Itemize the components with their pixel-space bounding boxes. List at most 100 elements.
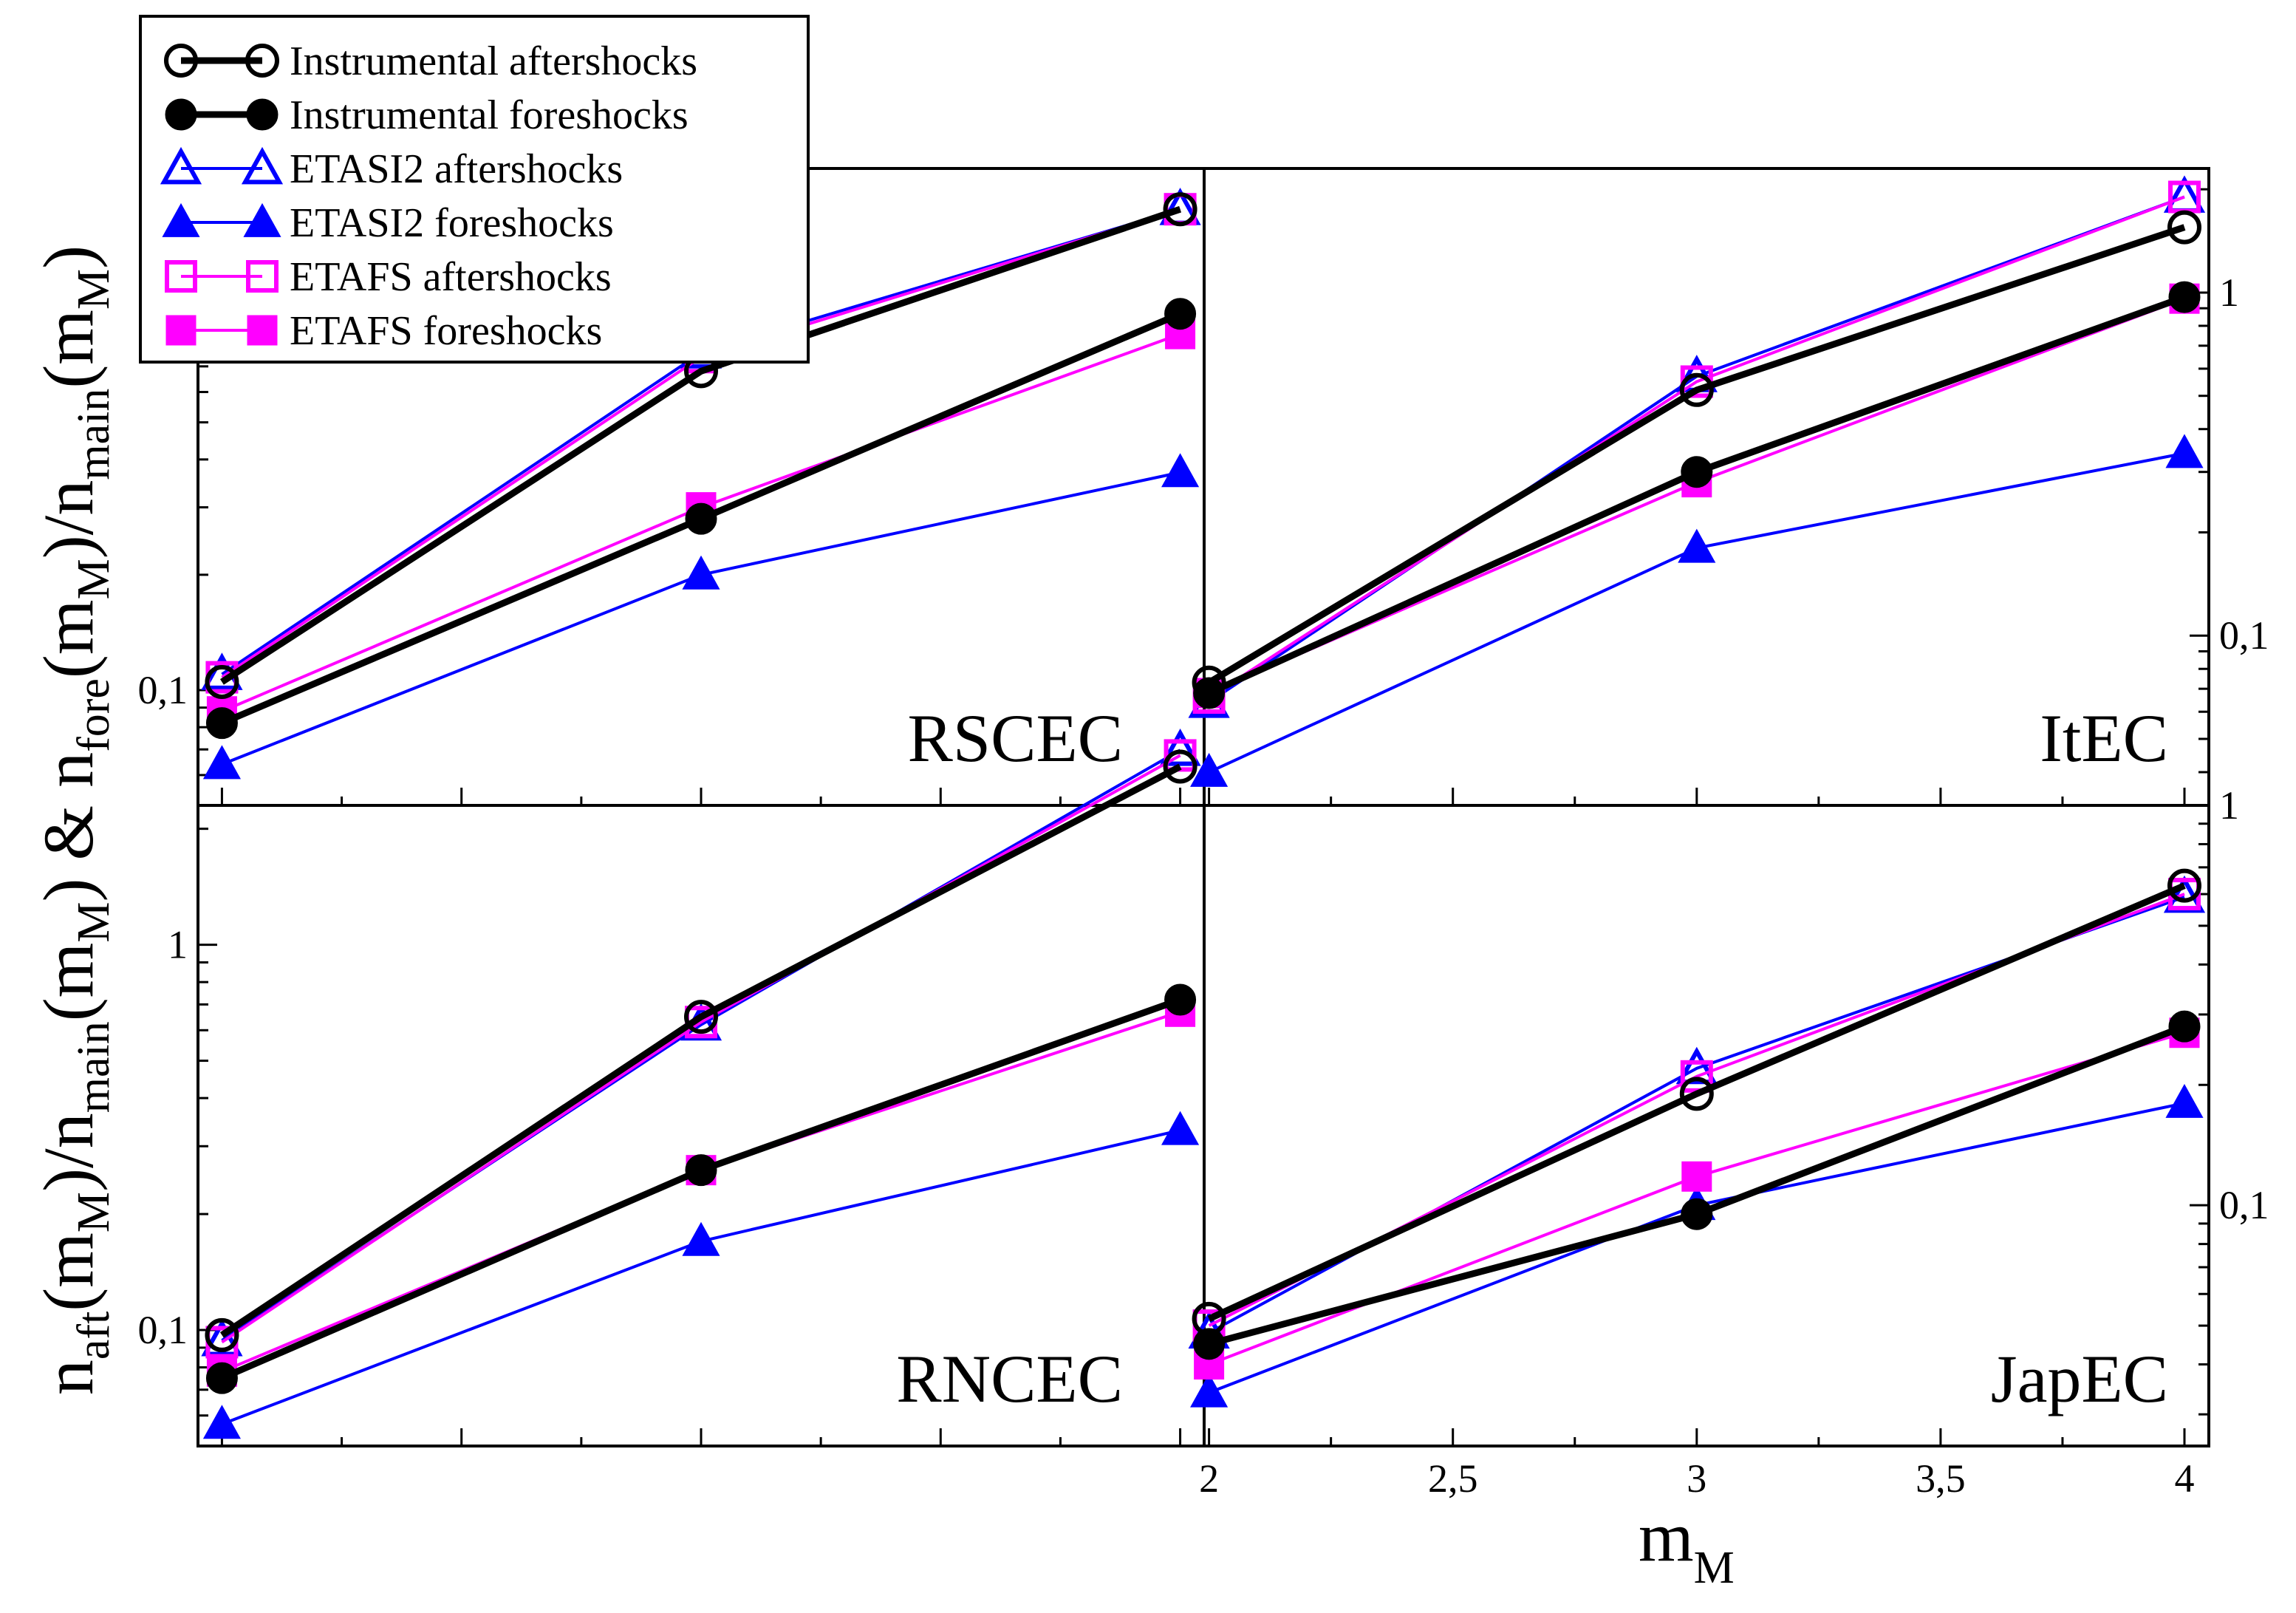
x-tick-label: 3,5 (1916, 1456, 1966, 1501)
data-point (685, 502, 717, 535)
legend-marker-start (165, 98, 197, 131)
series-etafs-foreshocks (206, 996, 1196, 1387)
data-point (202, 1405, 241, 1439)
data-point (1164, 298, 1197, 330)
y-tick-label: 0,1 (2219, 613, 2269, 658)
legend-label: ETAFS foreshocks (290, 308, 602, 354)
series-instrumental-foreshocks (1193, 281, 2201, 709)
legend-label: Instrumental foreshocks (290, 92, 689, 138)
legend-marker-end (245, 44, 279, 78)
data-point (205, 1317, 239, 1352)
data-point (2167, 868, 2201, 903)
data-point (1681, 456, 1713, 488)
y-tick-label: 1 (168, 923, 188, 967)
panel-frame (1203, 804, 2210, 1447)
legend-label: ETAFS aftershocks (290, 254, 612, 300)
legend-item: Instrumental aftershocks (164, 38, 697, 84)
panels: 0,11RSCEC0,11ItEC0,11RNCEC0,1122,533,54J… (138, 167, 2269, 1501)
data-point (2168, 1010, 2201, 1043)
series-line (1207, 882, 2186, 1322)
data-point (685, 1154, 717, 1187)
y-axis-title: naft(mM)/nmain(mM) & nfore(mM)/nmain(mM) (29, 245, 119, 1395)
data-point (202, 745, 241, 780)
y-tick-label: 0,1 (138, 668, 188, 712)
data-point (205, 707, 238, 740)
legend-item: ETAFS foreshocks (165, 308, 602, 354)
legend-marker-start (164, 44, 198, 78)
data-point (682, 555, 720, 590)
data-point (1192, 1301, 1226, 1336)
series-line (1208, 896, 2185, 1334)
series-line (219, 205, 1182, 685)
panel-label: RSCEC (908, 700, 1123, 776)
x-tick-label: 3 (1687, 1456, 1706, 1501)
data-point (205, 664, 239, 699)
data-point (1161, 453, 1200, 488)
data-point (1679, 372, 1714, 407)
legend-marker-end (246, 260, 279, 293)
data-point (1192, 665, 1226, 700)
legend-item: ETASI2 aftershocks (160, 146, 623, 192)
series-instrumental-foreshocks (205, 298, 1197, 740)
data-point (1681, 1161, 1712, 1192)
data-point (2165, 1083, 2204, 1118)
y-tick-label: 0,1 (2219, 1183, 2269, 1227)
data-point (1161, 1111, 1200, 1145)
legend-item: ETASI2 foreshocks (162, 200, 614, 246)
legend-label: ETASI2 aftershocks (290, 146, 623, 192)
data-point (1675, 1046, 1718, 1085)
data-point (1193, 677, 1226, 709)
panel-label: ItEC (2040, 700, 2168, 776)
series-instrumental-foreshocks (1193, 1010, 2201, 1360)
data-point (2165, 434, 2204, 468)
series-line (221, 754, 1181, 1344)
series-instrumental-aftershocks (205, 192, 1197, 699)
y-tick-label: 1 (2219, 270, 2239, 315)
data-point (1159, 729, 1201, 766)
series-line (220, 996, 1182, 1382)
legend-items: Instrumental aftershocks Instrumental for… (160, 38, 697, 354)
y-tick-label: 1 (2219, 783, 2239, 828)
series-line (1208, 195, 2185, 699)
data-point (1163, 192, 1197, 227)
legend-marker-end (243, 202, 281, 237)
x-tick-label: 2 (1199, 1456, 1219, 1501)
data-point (1163, 749, 1197, 784)
legend-label: Instrumental aftershocks (290, 38, 697, 84)
series-line (1208, 451, 2185, 774)
series-instrumental-aftershocks (1192, 210, 2201, 700)
series-etasi2-foreshocks (1190, 434, 2204, 787)
data-point (1679, 1077, 1714, 1111)
legend-box (139, 15, 810, 364)
panel-rncec: 0,1 1 RNCEC (138, 729, 1206, 1447)
legend-marker-start (165, 315, 197, 346)
data-point (201, 1318, 243, 1357)
svg-text:naft(mM)/nmain(mM) & nfore(mM): naft(mM)/nmain(mM) & nfore(mM)/nmain(mM) (29, 245, 119, 1395)
legend-label: ETASI2 foreshocks (290, 200, 614, 246)
panel-label: JapEC (1991, 1341, 2168, 1416)
series-etasi2-aftershocks (1188, 875, 2206, 1349)
series-instrumental-foreshocks (205, 983, 1197, 1394)
series-line (219, 763, 1182, 1338)
panel-label: RNCEC (896, 1341, 1123, 1416)
x-tick-label: 2,5 (1428, 1456, 1478, 1501)
series-line (1207, 224, 2186, 686)
legend-item: ETAFS aftershocks (165, 254, 612, 300)
data-point (2167, 210, 2201, 245)
x-tick-label: 4 (2174, 1456, 2194, 1501)
data-point (1190, 1373, 1229, 1408)
data-point (682, 1221, 720, 1256)
data-point (2168, 281, 2201, 313)
data-point (1681, 1198, 1713, 1230)
legend-marker-start (165, 260, 197, 293)
legend-marker-start (162, 202, 200, 237)
data-point (1678, 528, 1716, 563)
y-tick-label: 0,1 (138, 1308, 188, 1352)
data-point (205, 1362, 238, 1394)
panel-itec: 0,1 1 ItEC (1188, 167, 2269, 807)
x-axis-title: mM (1639, 1497, 1735, 1593)
legend: Instrumental aftershocks Instrumental for… (139, 15, 810, 364)
series-instrumental-aftershocks (1192, 868, 2201, 1336)
